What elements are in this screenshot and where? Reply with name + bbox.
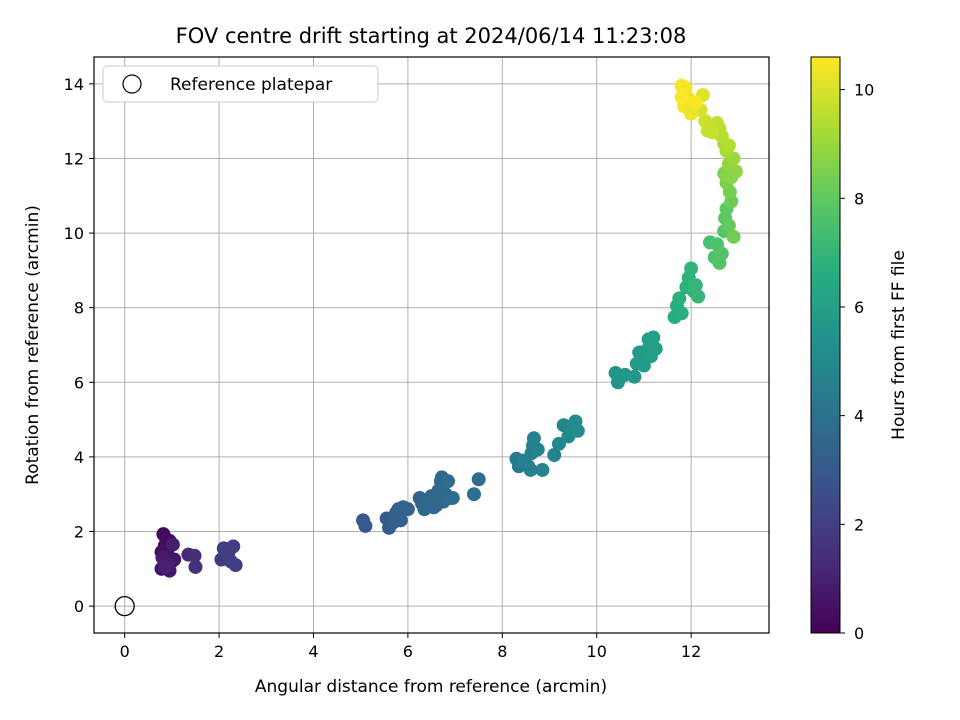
- scatter-point: [627, 369, 642, 384]
- scatter-point: [547, 448, 562, 463]
- scatter-point: [188, 559, 203, 574]
- y-tick-label: 8: [74, 299, 84, 318]
- scatter-point: [674, 78, 689, 93]
- x-tick-label: 0: [120, 642, 130, 661]
- scatter-point: [223, 554, 238, 569]
- scatter-point: [217, 543, 232, 558]
- scatter-point: [530, 442, 545, 457]
- scatter-point: [466, 487, 481, 502]
- scatter-point: [400, 502, 415, 517]
- colorbar: 0 2 4 6 8 10 Hours from first FF file: [810, 56, 909, 643]
- scatter-point: [726, 229, 741, 244]
- scatter-point: [526, 431, 541, 446]
- legend-box: [102, 65, 379, 103]
- scatter-point: [674, 89, 689, 104]
- y-axis-label: Rotation from reference (arcmin): [23, 205, 43, 485]
- x-tick-label: 12: [681, 642, 701, 661]
- plot-frame: [93, 56, 770, 634]
- y-axis-ticks: 0 2 4 6 8 10 12 14: [64, 75, 94, 616]
- scatter-point: [721, 218, 736, 233]
- legend-marker-icon: [122, 74, 142, 94]
- scatter-point: [441, 474, 456, 489]
- scatter-point: [426, 500, 441, 515]
- x-axis-ticks: 0 2 4 6 8 10 12: [120, 633, 701, 661]
- scatter-point: [471, 472, 486, 487]
- scatter-point: [714, 246, 729, 261]
- scatter-point: [165, 537, 180, 552]
- legend-entry: Reference platepar: [170, 75, 332, 95]
- legend: Reference platepar: [102, 65, 379, 103]
- x-tick-label: 6: [403, 642, 413, 661]
- scatter-point: [570, 423, 585, 438]
- y-tick-label: 4: [74, 448, 84, 467]
- scatter-point: [535, 462, 550, 477]
- colorbar-tick-label: 2: [854, 515, 864, 534]
- y-tick-label: 2: [74, 523, 84, 542]
- scatter-point: [684, 261, 699, 276]
- scatter-point: [684, 106, 699, 121]
- scatter-point: [187, 548, 202, 563]
- y-tick-label: 6: [74, 373, 84, 392]
- scatter-point: [721, 138, 736, 153]
- colorbar-tick-label: 10: [854, 81, 874, 100]
- scatter-point: [523, 462, 538, 477]
- scatter-point: [698, 114, 713, 129]
- scatter-point: [646, 330, 661, 345]
- colorbar-tick-label: 8: [854, 189, 864, 208]
- scatter-point: [551, 436, 566, 451]
- grid-lines: [94, 57, 769, 633]
- colorbar-gradient: [810, 56, 841, 634]
- colorbar-tick-label: 4: [854, 407, 864, 426]
- scatter-point: [358, 518, 373, 533]
- colorbar-ticks: 0 2 4 6 8 10: [840, 81, 874, 643]
- colorbar-label: Hours from first FF file: [889, 250, 909, 440]
- x-axis-label: Angular distance from reference (arcmin): [255, 677, 607, 697]
- x-tick-label: 10: [587, 642, 607, 661]
- reference-platepar-marker: [114, 595, 135, 617]
- scatter-point: [672, 291, 687, 306]
- scatter-point: [674, 306, 689, 321]
- scatter-point: [445, 490, 460, 505]
- y-tick-label: 0: [74, 597, 84, 616]
- scatter-point: [688, 278, 703, 293]
- x-tick-label: 2: [214, 642, 224, 661]
- chart-title: FOV centre drift starting at 2024/06/14 …: [176, 24, 687, 48]
- y-tick-label: 14: [64, 75, 84, 94]
- x-tick-label: 4: [308, 642, 318, 661]
- colorbar-tick-label: 0: [854, 624, 864, 643]
- scatter-points: [154, 78, 743, 578]
- scatter-point: [393, 513, 408, 528]
- colorbar-tick-label: 6: [854, 298, 864, 317]
- scatter-point: [688, 95, 703, 110]
- reference-point: [114, 595, 135, 617]
- x-tick-label: 8: [497, 642, 507, 661]
- scatter-point: [157, 559, 172, 574]
- y-tick-label: 10: [64, 224, 84, 243]
- scatter-point: [691, 289, 706, 304]
- scatter-point: [648, 341, 663, 356]
- y-tick-label: 12: [64, 149, 84, 168]
